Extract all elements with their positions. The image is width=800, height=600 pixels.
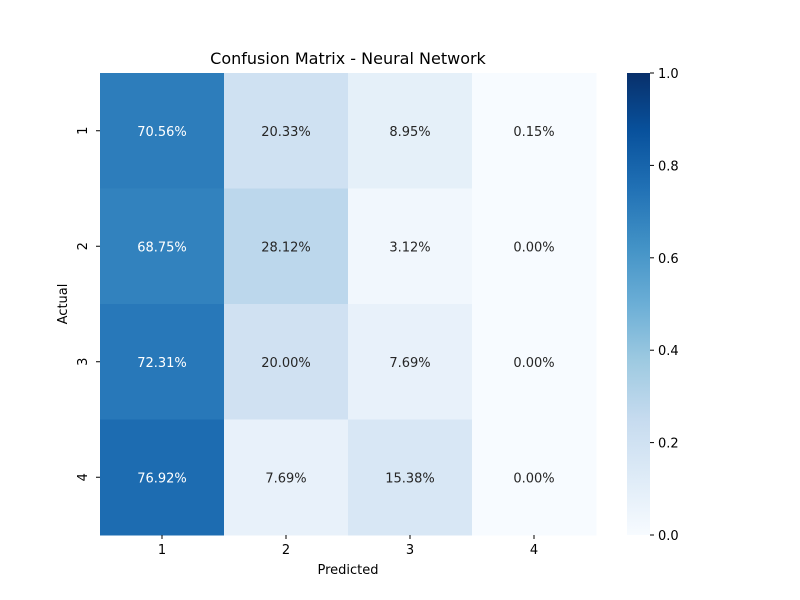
cell-value-label: 72.31% <box>137 356 187 371</box>
y-tick-label: 1 <box>76 127 91 135</box>
x-tick-label: 3 <box>406 543 414 558</box>
y-tick-label: 3 <box>76 358 91 366</box>
cell-value-label: 68.75% <box>137 240 187 255</box>
cell-value-label: 0.15% <box>513 125 554 140</box>
heatmap-cell <box>224 419 349 536</box>
heatmap-cell <box>472 73 597 189</box>
y-axis-ticks: 1 2 3 4 <box>76 127 100 481</box>
cell-value-label: 70.56% <box>137 125 187 140</box>
heatmap-cell <box>224 304 349 420</box>
cell-value-label: 0.00% <box>513 471 554 486</box>
heatmap-cell <box>348 419 473 536</box>
cell-value-label: 7.69% <box>389 356 430 371</box>
heatmap-cell <box>348 188 473 305</box>
x-axis-ticks: 1 2 3 4 <box>158 535 538 558</box>
chart-title: Confusion Matrix - Neural Network <box>210 49 486 68</box>
heatmap-cell <box>348 304 473 420</box>
y-tick-label: 4 <box>76 473 91 481</box>
cell-value-label: 20.00% <box>261 356 311 371</box>
y-tick-label: 2 <box>76 242 91 250</box>
cell-value-label: 7.69% <box>265 471 306 486</box>
colorbar <box>627 73 650 535</box>
heatmap-cell <box>348 73 473 189</box>
heatmap-cell-labels: 70.56% 20.33% 8.95% 0.15% 68.75% 28.12% 3.12% 0… <box>137 125 554 487</box>
y-axis-label: Actual <box>56 284 71 325</box>
heatmap-cells <box>100 73 597 536</box>
colorbar-tick-label: 0.4 <box>658 344 679 359</box>
x-tick-label: 2 <box>282 543 290 558</box>
heatmap-cell <box>100 419 225 536</box>
heatmap-cell <box>224 188 349 305</box>
colorbar-tick-label: 0.2 <box>658 437 679 452</box>
heatmap-cell <box>224 73 349 189</box>
x-tick-label: 1 <box>158 543 166 558</box>
heatmap-cell <box>472 188 597 305</box>
colorbar-ticks: 0.0 0.2 0.4 0.6 0.8 1.0 <box>650 67 679 544</box>
x-tick-label: 4 <box>530 543 538 558</box>
cell-value-label: 28.12% <box>261 240 311 255</box>
colorbar-tick-label: 0.6 <box>658 252 679 267</box>
cell-value-label: 20.33% <box>261 125 311 140</box>
cell-value-label: 0.00% <box>513 356 554 371</box>
colorbar-tick-label: 0.0 <box>658 529 679 544</box>
cell-value-label: 76.92% <box>137 471 187 486</box>
cell-value-label: 8.95% <box>389 125 430 140</box>
heatmap-cell <box>472 304 597 420</box>
cell-value-label: 0.00% <box>513 240 554 255</box>
heatmap-cell <box>100 304 225 420</box>
heatmap-cell <box>100 188 225 305</box>
colorbar-tick-label: 0.8 <box>658 159 679 174</box>
heatmap-cell <box>100 73 225 189</box>
cell-value-label: 15.38% <box>385 471 435 486</box>
heatmap-cell <box>472 419 597 536</box>
colorbar-tick-label: 1.0 <box>658 67 679 82</box>
cell-value-label: 3.12% <box>389 240 430 255</box>
x-axis-label: Predicted <box>317 563 378 578</box>
